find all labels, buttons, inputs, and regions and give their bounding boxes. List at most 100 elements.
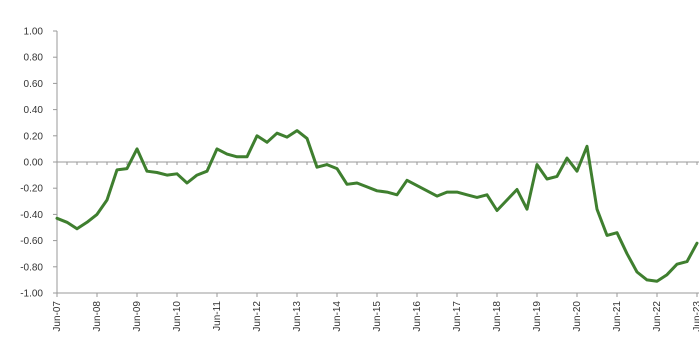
data-point <box>166 174 168 176</box>
data-point <box>596 208 598 210</box>
y-tick-label: 1.00 <box>24 27 44 38</box>
x-tick-label: Jun-10 <box>172 301 183 332</box>
x-tick-label: Jun-13 <box>292 301 303 332</box>
data-point <box>376 190 378 192</box>
data-point <box>296 129 298 132</box>
data-point <box>456 191 458 193</box>
x-tick-label: Jun-22 <box>652 301 663 332</box>
x-tick-label: Jun-18 <box>492 301 503 332</box>
x-tick-label: Jun-08 <box>92 301 103 332</box>
data-point <box>676 263 678 265</box>
x-tick-label: Jun-09 <box>132 301 143 332</box>
data-point <box>496 209 498 212</box>
data-point <box>96 213 98 216</box>
x-tick-label: Jun-07 <box>52 301 63 332</box>
y-tick-label: 0.60 <box>24 79 44 90</box>
data-point <box>586 145 588 148</box>
data-point <box>146 170 148 172</box>
data-point <box>176 172 178 175</box>
data-point <box>356 182 358 184</box>
data-point <box>326 163 328 166</box>
data-point <box>116 169 118 171</box>
x-tick-label: Jun-15 <box>372 301 383 332</box>
data-point <box>236 155 238 158</box>
data-point <box>536 163 538 166</box>
data-point <box>56 217 58 220</box>
data-point <box>136 148 138 150</box>
data-point <box>316 166 318 169</box>
data-point <box>446 191 448 193</box>
series-line <box>55 129 699 283</box>
data-point <box>556 175 558 178</box>
x-tick-label: Jun-21 <box>612 301 623 332</box>
data-point <box>76 228 78 230</box>
data-point <box>686 260 688 263</box>
data-point <box>626 252 628 255</box>
data-point <box>476 196 478 199</box>
data-point <box>156 171 158 174</box>
x-tick-label: Jun-23 <box>692 301 699 332</box>
y-tick-label: -0.40 <box>20 210 43 221</box>
data-point <box>246 155 248 158</box>
data-point <box>546 178 548 180</box>
data-point <box>436 195 438 197</box>
y-tick-label: -0.60 <box>20 236 43 247</box>
data-point <box>366 186 368 188</box>
y-tick-label: 0.80 <box>24 53 44 64</box>
data-point <box>636 271 638 273</box>
data-point <box>286 136 288 138</box>
data-point <box>696 242 698 245</box>
x-tick-label: Jun-12 <box>252 301 263 332</box>
data-point <box>66 221 68 224</box>
data-point <box>336 167 338 170</box>
data-point <box>126 167 128 170</box>
data-point <box>216 148 218 150</box>
data-point <box>396 193 398 196</box>
y-tick-label: 0.40 <box>24 105 44 116</box>
data-point <box>206 170 208 172</box>
data-point <box>466 193 468 196</box>
x-tick-label: Jun-16 <box>412 301 423 332</box>
data-point <box>616 231 618 234</box>
y-tick-label: -0.80 <box>20 262 43 273</box>
y-tick-label: -0.20 <box>20 184 43 195</box>
data-point <box>406 179 408 182</box>
data-point <box>106 199 108 201</box>
data-point <box>426 190 428 192</box>
x-tick-label: Jun-17 <box>452 301 463 332</box>
data-point <box>416 184 418 187</box>
y-tick-label: 0.20 <box>24 131 44 142</box>
data-point <box>576 170 578 172</box>
data-point <box>196 174 198 176</box>
y-tick-label: -1.00 <box>20 289 43 300</box>
x-tick-label: Jun-19 <box>532 301 543 332</box>
zero-baseline-axis <box>56 161 699 165</box>
x-tick-label: Jun-11 <box>212 301 223 331</box>
x-tick-label: Jun-14 <box>332 301 343 332</box>
data-point <box>186 182 188 184</box>
x-tick-label: Jun-20 <box>572 301 583 332</box>
data-point <box>656 280 658 283</box>
data-point <box>516 188 518 191</box>
y-axis: 1.00 0.80 0.60 0.40 0.20 0.00 -0.20 -0.40 -0.60 -… <box>20 27 58 300</box>
data-point <box>666 273 668 276</box>
data-point <box>386 191 388 193</box>
data-point <box>306 137 308 140</box>
y-tick-label: 0.00 <box>24 158 44 169</box>
data-point <box>606 234 608 237</box>
data-point <box>486 193 488 196</box>
x-axis: Jun-07 Jun-08 Jun-09 Jun-10 Jun-11 Jun-12 Jun-… <box>52 292 699 332</box>
data-point <box>566 157 568 159</box>
data-point <box>86 221 88 224</box>
series-group <box>55 129 699 283</box>
data-point <box>346 183 348 186</box>
data-point <box>506 199 508 201</box>
data-point <box>646 279 648 281</box>
data-point <box>526 208 528 210</box>
data-point <box>256 135 258 137</box>
data-point <box>226 153 228 155</box>
data-point <box>266 141 268 144</box>
data-point <box>276 132 278 134</box>
